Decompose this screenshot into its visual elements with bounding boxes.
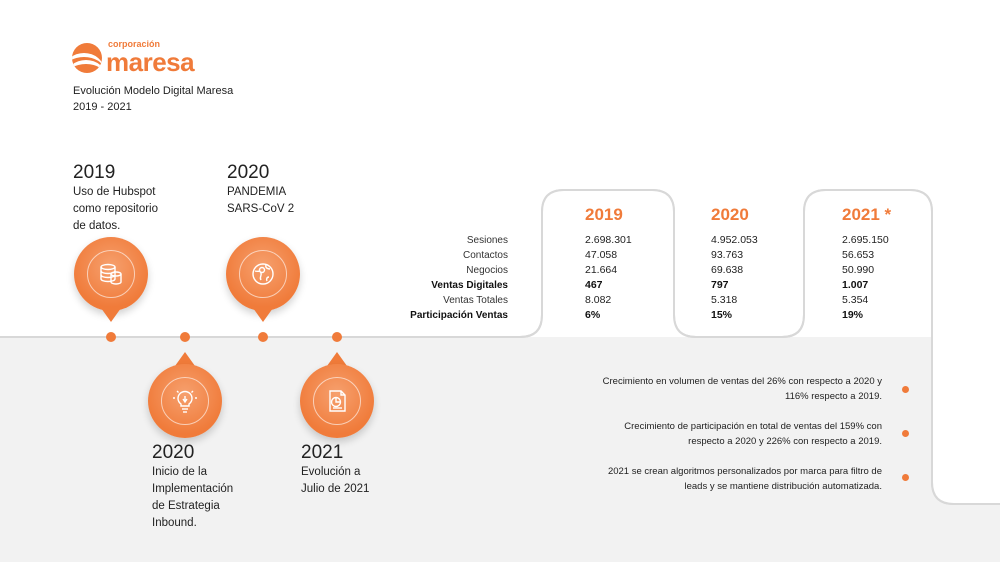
bullet-dot — [902, 430, 909, 437]
bullet-line: leads y se mantiene distribución automat… — [684, 481, 882, 492]
metric-value: 4.952.053 — [711, 234, 758, 246]
bullet-dot — [902, 474, 909, 481]
timeline-desc-line: Implementación — [152, 483, 234, 495]
metric-value: 467 — [585, 279, 603, 291]
timeline-dot — [258, 332, 268, 342]
timeline-item-2020-pandemia: 2020 PANDEMIA SARS-CoV 2 — [227, 162, 294, 218]
timeline-desc-line: SARS-CoV 2 — [227, 203, 295, 215]
bullet-line: 2021 se crean algoritmos personalizados … — [607, 466, 882, 477]
column-year-2021: 2021 * — [842, 205, 892, 224]
database-icon — [100, 263, 122, 285]
bullet-growth-volume: Crecimiento en volumen de ventas del 26%… — [562, 374, 882, 404]
metric-value: 50.990 — [842, 264, 875, 276]
timeline-dot — [332, 332, 342, 342]
timeline-desc: Uso de Hubspot como repositorio de datos… — [73, 184, 158, 235]
timeline-desc: PANDEMIA SARS-CoV 2 — [227, 184, 294, 218]
timeline-desc-line: como repositorio — [73, 203, 159, 215]
timeline-item-2021: 2021 Evolución a Julio de 2021 — [301, 442, 369, 498]
metric-label-ventas-totales: Ventas Totales — [443, 295, 508, 306]
bullet-dot — [902, 386, 909, 393]
timeline-pin — [226, 237, 300, 311]
timeline-dot — [180, 332, 190, 342]
metric-label-contactos: Contactos — [462, 250, 508, 261]
pin-tail — [327, 352, 347, 366]
timeline-desc-line: Inbound. — [152, 517, 197, 529]
brand-logo: corporación maresa — [72, 39, 195, 77]
brand-small-text: corporación — [108, 39, 161, 49]
metric-labels: Sesiones Contactos Negocios Ventas Digit… — [380, 233, 508, 323]
timeline-year: 2020 — [152, 442, 195, 463]
bullet-line: Crecimiento en volumen de ventas del 26%… — [602, 376, 882, 387]
page-subtitle: Evolución Modelo Digital Maresa 2019 - 2… — [73, 83, 233, 115]
metric-value: 2.698.301 — [585, 234, 632, 246]
pin-tail — [101, 308, 121, 322]
bullet-line: Crecimiento de participación en total de… — [624, 421, 882, 432]
metric-label-sesiones: Sesiones — [466, 235, 508, 246]
metric-label-ventas-digitales: Ventas Digitales — [431, 280, 508, 291]
brand-name: maresa — [106, 47, 195, 77]
timeline-desc-line: Inicio de la — [152, 466, 207, 478]
timeline-desc-line: Julio de 2021 — [301, 483, 370, 495]
report-chart-icon — [329, 390, 346, 412]
metric-value: 21.664 — [585, 264, 618, 276]
metric-value: 5.354 — [842, 294, 869, 306]
timeline-year: 2021 — [301, 442, 344, 463]
timeline-year: 2020 — [227, 162, 270, 183]
column-year-2020: 2020 — [711, 205, 749, 224]
bullet-growth-share: Crecimiento de participación en total de… — [562, 419, 882, 449]
timeline-desc-line: de datos. — [73, 220, 121, 232]
metric-value: 1.007 — [842, 279, 869, 291]
metric-value: 15% — [711, 309, 733, 321]
timeline-desc-line: Uso de Hubspot — [73, 186, 156, 198]
maresa-logo-icon — [72, 42, 102, 73]
timeline-pin — [74, 237, 148, 311]
metric-label-negocios: Negocios — [466, 265, 508, 276]
bullet-line: respecto a 2020 y 226% con respecto a 20… — [688, 436, 882, 447]
timeline-pin — [148, 364, 222, 438]
metric-column-2019: 2.698.301 47.058 21.664 467 8.082 6% — [585, 233, 632, 323]
metric-value: 797 — [711, 279, 729, 291]
metric-column-2021: 2.695.150 56.653 50.990 1.007 5.354 19% — [842, 233, 889, 323]
timeline-desc: Inicio de la Implementación de Estrategi… — [152, 464, 233, 532]
metric-value: 2.695.150 — [842, 234, 889, 246]
metric-value: 93.763 — [711, 249, 744, 261]
column-year-2019: 2019 — [585, 205, 623, 224]
timeline-item-2020-inbound: 2020 Inicio de la Implementación de Estr… — [152, 442, 233, 532]
timeline-desc-line: PANDEMIA — [227, 186, 287, 198]
bullet-line: 116% respecto a 2019. — [784, 391, 882, 402]
metric-value: 8.082 — [585, 294, 612, 306]
globe-virus-icon — [252, 263, 274, 285]
metric-value: 5.318 — [711, 294, 738, 306]
pin-tail — [253, 308, 273, 322]
bullet-algorithms: 2021 se crean algoritmos personalizados … — [562, 464, 882, 494]
page-title: Evolución Modelo Digital Maresa — [73, 85, 234, 97]
timeline-pin — [300, 364, 374, 438]
timeline-year: 2019 — [73, 162, 116, 183]
pin-tail — [175, 352, 195, 366]
page-period: 2019 - 2021 — [73, 101, 132, 113]
metric-column-2020: 4.952.053 93.763 69.638 797 5.318 15% — [711, 233, 758, 323]
timeline-desc: Evolución a Julio de 2021 — [301, 464, 369, 498]
timeline-desc-line: de Estrategia — [152, 500, 220, 512]
timeline-item-2019: 2019 Uso de Hubspot como repositorio de … — [73, 162, 158, 235]
metric-value: 6% — [585, 309, 601, 321]
lightbulb-icon — [173, 390, 197, 413]
metric-value: 69.638 — [711, 264, 744, 276]
metric-value: 19% — [842, 309, 864, 321]
metric-value: 47.058 — [585, 249, 618, 261]
timeline-dot — [106, 332, 116, 342]
metric-label-participacion: Participación Ventas — [410, 310, 508, 321]
metric-value: 56.653 — [842, 249, 875, 261]
timeline-desc-line: Evolución a — [301, 466, 361, 478]
